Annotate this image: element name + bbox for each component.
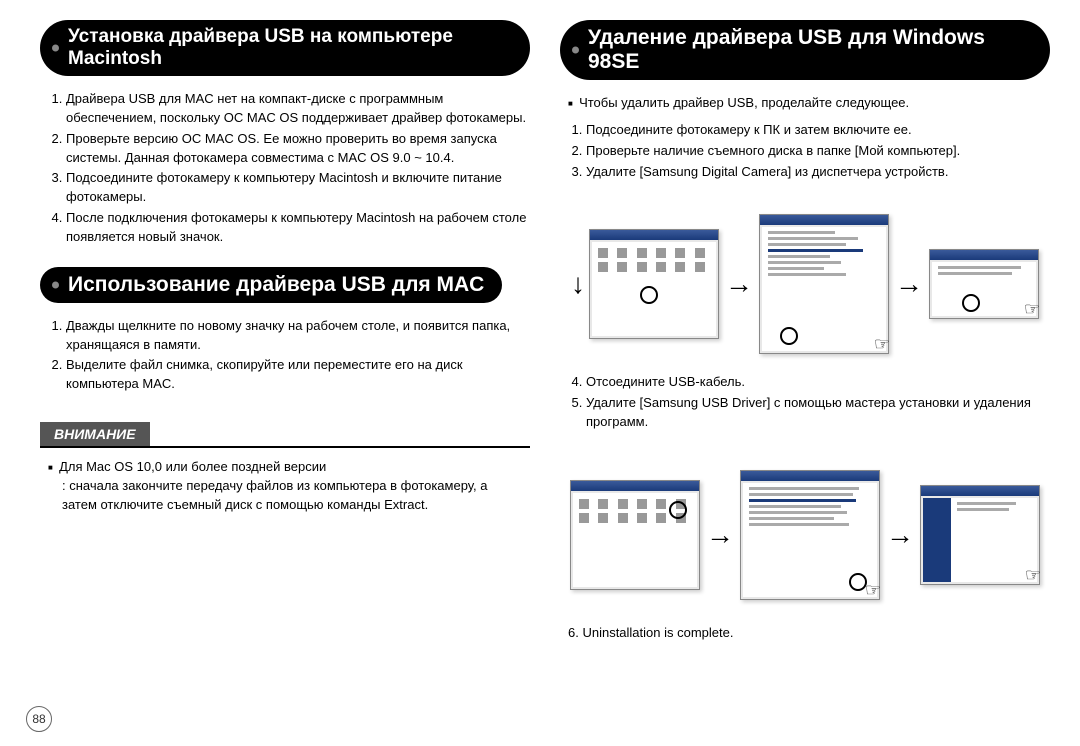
window-control-panel bbox=[570, 480, 700, 590]
left-column: Установка драйвера USB на компьютере Mac… bbox=[40, 20, 530, 726]
list-item: Отсоедините USB-кабель. bbox=[586, 373, 1050, 392]
win98-remove-header: Удаление драйвера USB для Windows 98SE bbox=[560, 20, 1050, 80]
notice-text: : сначала закончите передачу файлов из к… bbox=[48, 477, 522, 515]
mac-usage-header: Использование драйвера USB для MAC bbox=[40, 267, 502, 303]
screenshots-row-2: → ☞ → bbox=[560, 460, 1050, 610]
list-item: Проверьте версию ОС MAC OS. Ее можно про… bbox=[66, 130, 530, 168]
notice-bullet: Для Mac OS 10,0 или более поздней версии bbox=[48, 458, 522, 477]
page-number: 88 bbox=[26, 706, 52, 732]
hand-cursor-icon: ☞ bbox=[1024, 299, 1040, 320]
arrow-right-icon: → bbox=[706, 519, 734, 551]
window-device-manager: ☞ bbox=[759, 214, 889, 354]
window-add-remove: ☞ bbox=[740, 470, 880, 600]
win98-intro-block: Чтобы удалить драйвер USB, проделайте сл… bbox=[560, 94, 1050, 183]
list-item: Подсоедините фотокамеру к ПК и затем вкл… bbox=[586, 121, 1050, 140]
list-item: Удалите [Samsung Digital Camera] из дисп… bbox=[586, 163, 1050, 182]
mac-usage-steps: Дважды щелкните по новому значку на рабо… bbox=[40, 317, 530, 396]
list-item: Драйвера USB для MAC нет на компакт-диск… bbox=[66, 90, 530, 128]
notice-body: Для Mac OS 10,0 или более поздней версии… bbox=[40, 446, 530, 515]
window-mycomputer bbox=[589, 229, 719, 339]
list-item: Подсоедините фотокамеру к компьютеру Mac… bbox=[66, 169, 530, 207]
list-item: Проверьте наличие съемного диска в папке… bbox=[586, 142, 1050, 161]
window-confirm-remove: ☞ bbox=[929, 249, 1039, 319]
hand-cursor-icon: ☞ bbox=[865, 580, 881, 601]
notice-title: ВНИМАНИЕ bbox=[40, 422, 150, 446]
arrow-right-icon: → bbox=[725, 268, 753, 300]
hand-cursor-icon: ☞ bbox=[874, 334, 890, 355]
mac-install-header: Установка драйвера USB на компьютере Mac… bbox=[40, 20, 530, 76]
arrow-right-icon: → bbox=[886, 519, 914, 551]
right-column: Удаление драйвера USB для Windows 98SE Ч… bbox=[560, 20, 1050, 726]
mac-install-steps: Драйвера USB для MAC нет на компакт-диск… bbox=[40, 90, 530, 249]
list-item: Выделите файл снимка, скопируйте или пер… bbox=[66, 356, 530, 394]
list-item: Удалите [Samsung USB Driver] с помощью м… bbox=[586, 394, 1050, 432]
arrow-down-icon: ↓ bbox=[571, 268, 585, 300]
list-item: После подключения фотокамеры к компьютер… bbox=[66, 209, 530, 247]
list-item: Дважды щелкните по новому значку на рабо… bbox=[66, 317, 530, 355]
win98-intro: Чтобы удалить драйвер USB, проделайте сл… bbox=[568, 94, 1050, 113]
window-wizard-complete: ☞ bbox=[920, 485, 1040, 585]
win98-steps-2: Отсоедините USB-кабель. Удалите [Samsung… bbox=[560, 373, 1050, 434]
screenshots-row-1: ↓ → bbox=[560, 209, 1050, 359]
arrow-right-icon: → bbox=[895, 268, 923, 300]
notice-box: ВНИМАНИЕ Для Mac OS 10,0 или более поздн… bbox=[40, 422, 530, 515]
uninstall-complete: 6. Uninstallation is complete. bbox=[560, 624, 1050, 643]
hand-cursor-icon: ☞ bbox=[1025, 565, 1041, 586]
